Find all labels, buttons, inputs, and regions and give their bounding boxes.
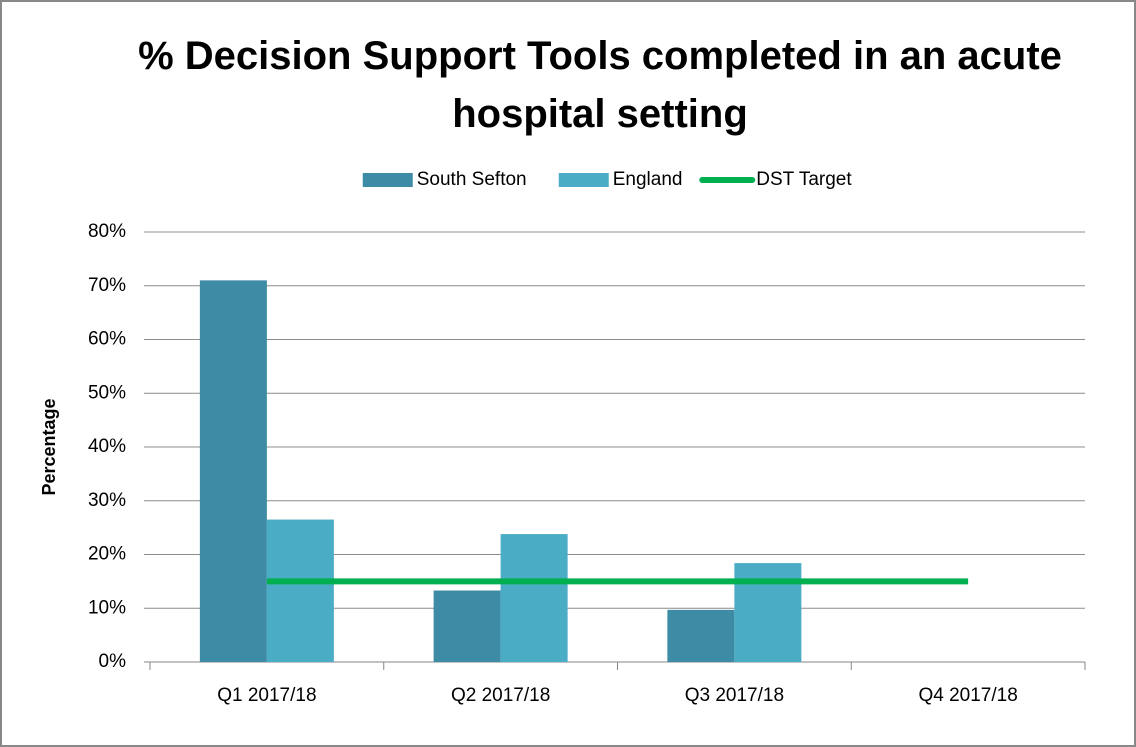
y-tick-label: 40% xyxy=(88,436,126,457)
legend-label: South Sefton xyxy=(417,169,527,190)
legend-label: England xyxy=(613,169,683,190)
y-tick-label: 50% xyxy=(88,382,126,403)
y-axis-label: Percentage xyxy=(39,398,59,495)
y-tick-label: 70% xyxy=(88,275,126,296)
bar xyxy=(734,563,802,662)
y-tick-label: 20% xyxy=(88,544,126,565)
x-tick-label: Q4 2017/18 xyxy=(918,685,1017,706)
x-tick-label: Q2 2017/18 xyxy=(451,685,550,706)
legend-swatch xyxy=(558,173,609,187)
title-line: % Decision Support Tools completed in an… xyxy=(138,34,1062,78)
bar xyxy=(667,609,735,662)
bar xyxy=(266,519,334,662)
bar xyxy=(433,590,501,662)
legend-label: DST Target xyxy=(756,169,852,190)
y-tick-label: 30% xyxy=(88,490,126,511)
x-tick-label: Q1 2017/18 xyxy=(217,685,316,706)
legend-swatch xyxy=(362,173,413,187)
bar xyxy=(199,280,267,662)
chart-title: % Decision Support Tools completed in an… xyxy=(138,34,1062,136)
y-tick-label: 80% xyxy=(88,221,126,242)
x-tick-label: Q3 2017/18 xyxy=(685,685,784,706)
y-tick-label: 10% xyxy=(88,597,126,618)
y-tick-label: 0% xyxy=(99,651,127,672)
bar xyxy=(500,534,568,662)
title-line: hospital setting xyxy=(452,92,748,136)
y-tick-label: 60% xyxy=(88,329,126,350)
